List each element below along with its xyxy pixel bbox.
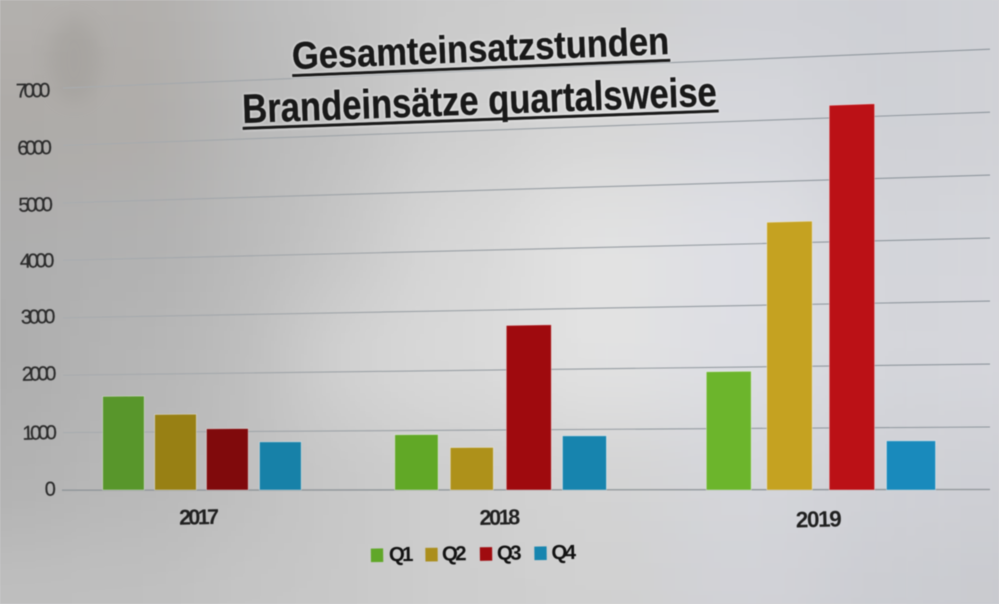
- svg-text:2000: 2000: [22, 363, 57, 386]
- svg-text:1000: 1000: [22, 422, 57, 445]
- svg-text:3000: 3000: [21, 306, 56, 329]
- svg-text:Q1: Q1: [389, 543, 414, 566]
- svg-text:Q4: Q4: [551, 541, 576, 564]
- svg-text:6000: 6000: [17, 137, 52, 160]
- svg-text:0: 0: [44, 479, 56, 501]
- svg-text:4000: 4000: [20, 250, 55, 273]
- svg-text:2017: 2017: [179, 505, 220, 530]
- svg-text:Q3: Q3: [497, 542, 522, 565]
- svg-text:7000: 7000: [16, 80, 51, 103]
- svg-text:2018: 2018: [479, 505, 520, 530]
- svg-text:Q2: Q2: [442, 542, 467, 565]
- svg-text:5000: 5000: [18, 194, 53, 217]
- svg-text:2019: 2019: [795, 506, 841, 532]
